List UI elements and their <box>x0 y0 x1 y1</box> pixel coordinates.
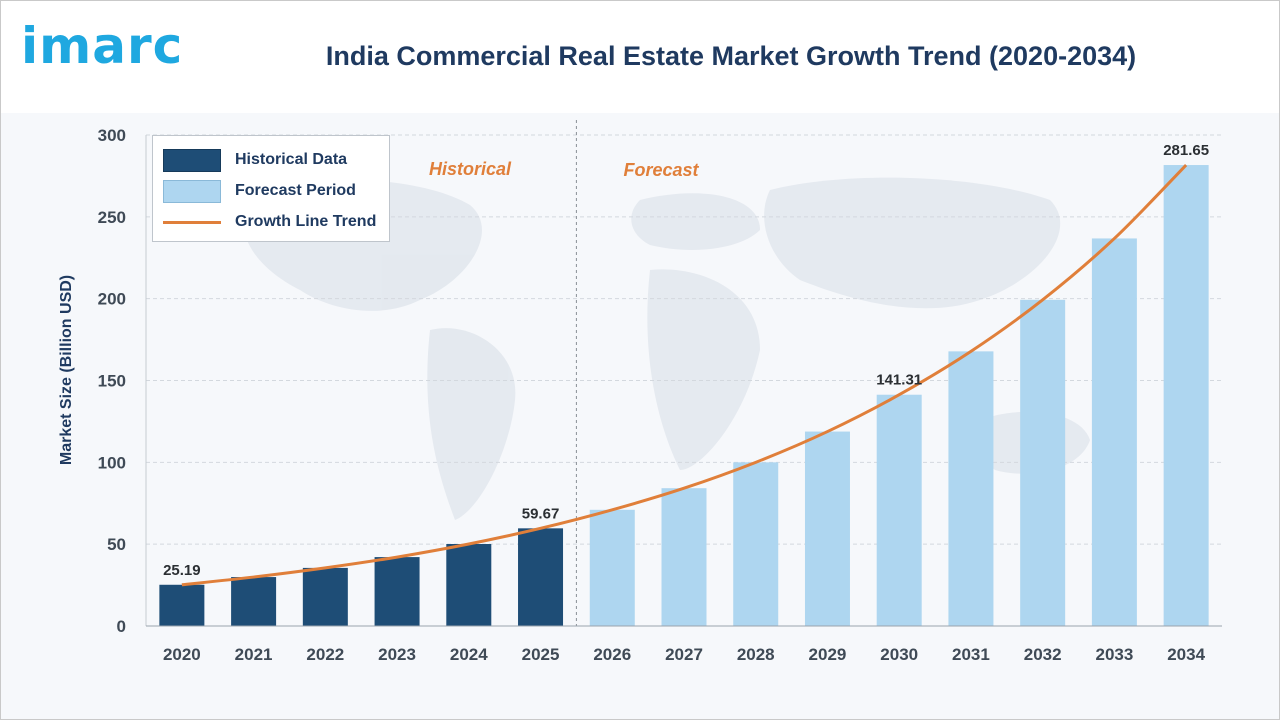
y-tick-label-200: 200 <box>98 290 126 309</box>
bar-forecast-2030 <box>876 394 922 626</box>
imarc-logo: imarc <box>21 17 184 75</box>
legend-swatch-historical <box>163 148 221 172</box>
y-tick-label-250: 250 <box>98 208 126 227</box>
bar-historical-2020 <box>159 584 205 626</box>
legend-label-forecast: Forecast Period <box>235 182 356 199</box>
forecast-region-label: Forecast <box>623 160 699 180</box>
y-tick-label-0: 0 <box>117 617 126 636</box>
x-tick-label-2025: 2025 <box>522 645 560 664</box>
x-tick-label-2034: 2034 <box>1167 645 1205 664</box>
bar-historical-2025 <box>518 528 564 626</box>
bar-historical-2023 <box>374 557 420 626</box>
data-label-2030: 141.31 <box>876 372 922 389</box>
x-tick-label-2032: 2032 <box>1024 645 1062 664</box>
bar-forecast-2034 <box>1163 165 1209 626</box>
bar-forecast-2029 <box>804 431 850 626</box>
bar-forecast-2033 <box>1091 238 1137 627</box>
bar-historical-2022 <box>302 567 348 626</box>
bar-forecast-2031 <box>948 351 994 626</box>
bars <box>159 165 1209 627</box>
x-tick-label-2022: 2022 <box>306 645 344 664</box>
x-axis: 2020 2021 2022 2023 2024 2025 2026 2027 2028 2029… <box>146 625 1222 664</box>
x-tick-label-2021: 2021 <box>235 645 273 664</box>
legend-item-trend: Growth Line Trend <box>163 210 376 234</box>
x-tick-label-2033: 2033 <box>1095 645 1133 664</box>
x-tick-label-2024: 2024 <box>450 645 488 664</box>
x-tick-label-2029: 2029 <box>809 645 847 664</box>
x-tick-label-2026: 2026 <box>593 645 631 664</box>
data-label-2020: 25.19 <box>163 562 201 579</box>
x-tick-label-2023: 2023 <box>378 645 416 664</box>
historical-region-label: Historical <box>429 159 512 179</box>
data-label-2025: 59.67 <box>522 505 560 522</box>
bar-forecast-2027 <box>661 488 707 626</box>
y-axis: 0 50 100 150 200 250 300 <box>98 126 147 636</box>
y-tick-label-150: 150 <box>98 372 126 391</box>
bar-historical-2021 <box>231 577 277 626</box>
chart-title: India Commercial Real Estate Market Grow… <box>325 41 1137 71</box>
y-tick-label-100: 100 <box>98 453 126 472</box>
x-tick-label-2028: 2028 <box>737 645 775 664</box>
y-tick-label-50: 50 <box>107 535 126 554</box>
bar-forecast-2032 <box>1020 299 1066 626</box>
legend-swatch-trend <box>163 220 221 224</box>
bar-forecast-2028 <box>733 462 779 626</box>
x-tick-label-2020: 2020 <box>163 645 201 664</box>
bar-historical-2024 <box>446 544 492 626</box>
data-labels: 25.19 59.67 141.31 281.65 <box>163 142 1209 579</box>
data-label-2034: 281.65 <box>1163 142 1209 159</box>
y-tick-label-300: 300 <box>98 126 126 145</box>
legend-swatch-forecast <box>163 179 221 203</box>
growth-trend-line <box>181 163 1188 587</box>
y-axis-label: Market Size (Billion USD) <box>58 275 75 465</box>
legend: Historical Data Forecast Period Growth L… <box>152 135 390 242</box>
header: imarc India Commercial Real Estate Marke… <box>1 1 1279 113</box>
x-tick-label-2030: 2030 <box>880 645 918 664</box>
x-tick-label-2031: 2031 <box>952 645 990 664</box>
legend-label-trend: Growth Line Trend <box>235 213 377 230</box>
x-tick-label-2027: 2027 <box>665 645 703 664</box>
bar-forecast-2026 <box>589 509 635 626</box>
legend-item-forecast: Forecast Period <box>163 179 356 203</box>
legend-label-historical: Historical Data <box>235 151 348 168</box>
legend-item-historical: Historical Data <box>163 148 347 172</box>
